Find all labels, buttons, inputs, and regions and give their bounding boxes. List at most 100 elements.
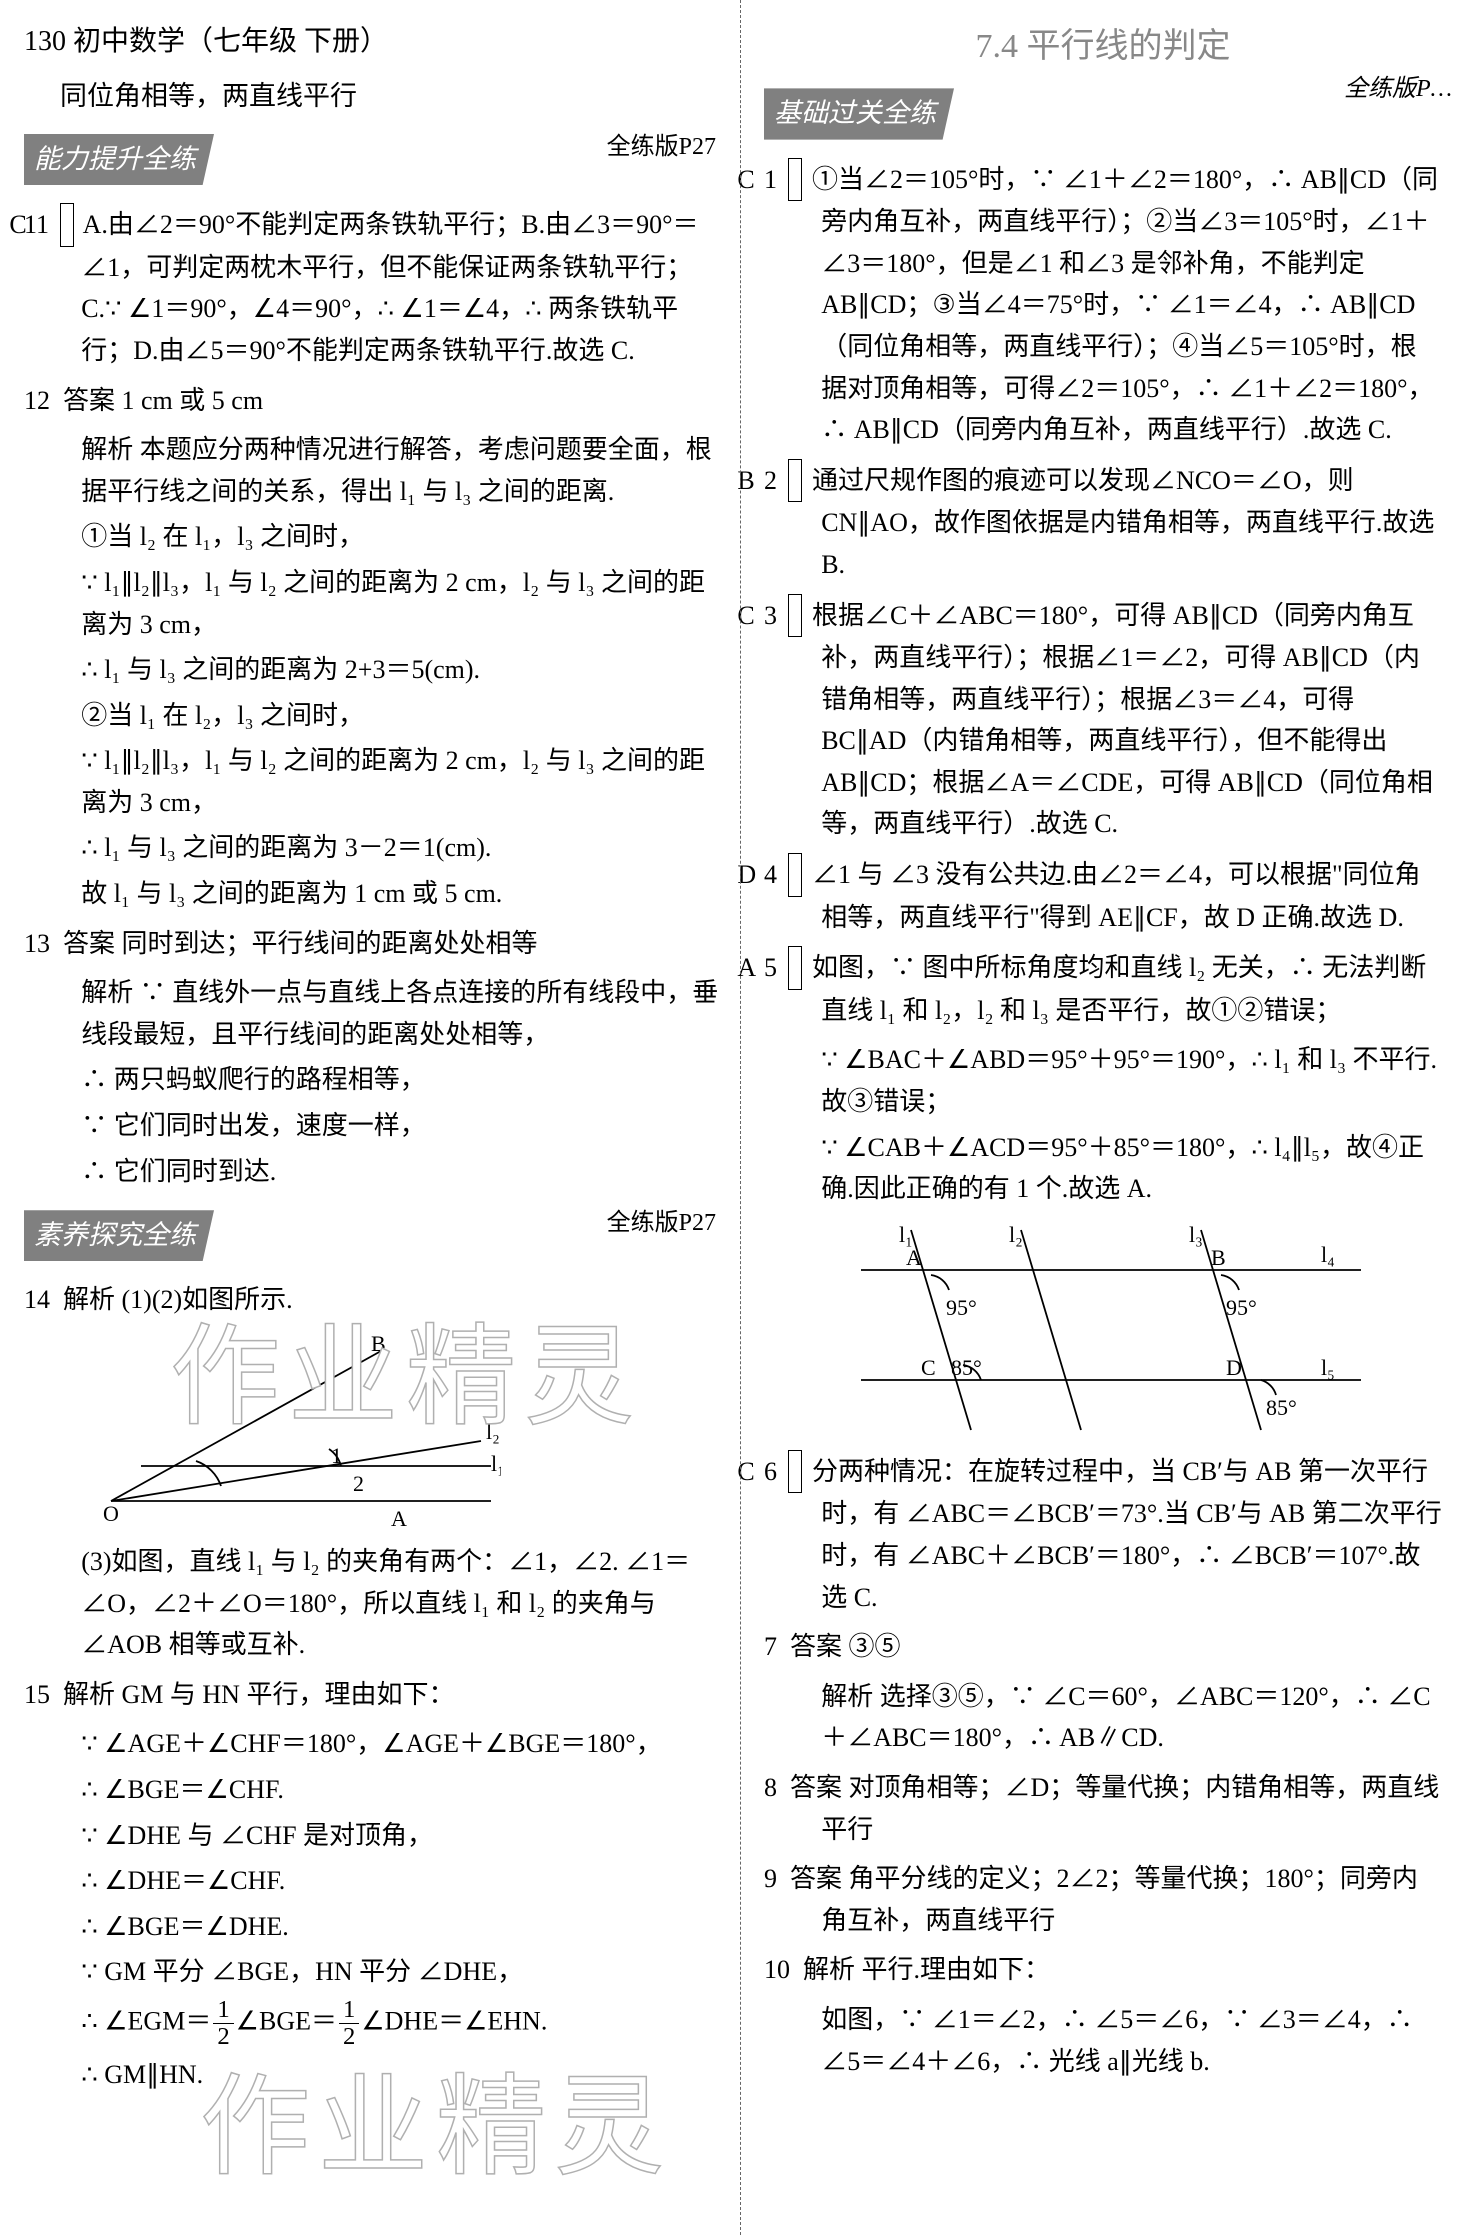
q11-num: 11 [24,210,49,239]
r-q8-ans-label: 答案 [790,1773,842,1802]
q15-label: 解析 [63,1680,115,1709]
r-q5-num: 5 [764,953,777,982]
diag14-B: B [371,1331,386,1356]
subtitle: 同位角相等，两直线平行 [60,75,722,118]
r-q7-e: 选择③⑤，∵ ∠C＝60°，∠ABC＝120°，∴ ∠C＋∠ABC＝180°，∴… [821,1682,1430,1753]
q15-8: ∴ GM∥HN. [81,2054,722,2096]
frac-half-2: 12 [339,1997,359,2050]
q15-7a: ∴ ∠EGM＝ [81,2006,211,2035]
r-q10-1: 如图，∵ ∠1＝∠2，∴ ∠5＝∠6，∵ ∠3＝∠4，∴ ∠5＝∠4＋∠6，∴ … [821,1999,1442,2082]
r-q5-box: A [788,946,802,990]
r-q5-p1: ∵ ∠BAC＋∠ABD＝95°＋95°＝190°，∴ l₁ 和 l₃ 不平行.故… [821,1039,1442,1122]
diag14-l1: l₁ [491,1451,501,1476]
r-q9-ans-label: 答案 [790,1864,842,1893]
q13-e4: ∴ 它们同时到达. [81,1151,722,1193]
d5-C: C [921,1355,936,1380]
d5-B: B [1211,1245,1226,1270]
q12-exp-label: 解析 [81,435,133,464]
right-column: 7.4 平行线的判定 全练版P… 基础过关全练 1 C ①当∠2＝105°时，∵… [740,0,1460,2235]
q15-7c: ∠DHE＝∠EHN. [361,2006,547,2035]
r-q2-num: 2 [764,466,777,495]
r-q2-box: B [788,459,802,503]
q12: 12 答案 1 cm 或 5 cm [24,380,722,422]
diag14-a2: 2 [353,1471,364,1496]
diag14-a1: 1 [331,1443,342,1468]
r-q7-exp: 解析 选择③⑤，∵ ∠C＝60°，∠ABC＝120°，∴ ∠C＋∠ABC＝180… [821,1676,1442,1759]
r-q9-ans: 角平分线的定义；2∠2；等量代换；180°；同旁内角互补，两直线平行 [821,1864,1418,1935]
q12-p4: ②当 l₁ 在 l₂，l₃ 之间时， [81,695,722,737]
r-q1-box: C [788,158,802,202]
q12-p3: ∴ l₁ 与 l₃ 之间的距离为 2+3＝5(cm). [81,649,722,691]
r-q9-num: 9 [764,1864,777,1893]
diag14-A: A [391,1506,407,1531]
q14-label: 解析 [63,1285,115,1314]
d5-95a: 95° [946,1295,977,1320]
column-divider [740,0,741,2235]
section-row-1: 全练版P27 能力提升全练 [24,128,722,195]
section-literacy: 素养探究全练 [24,1210,214,1261]
q13-ans: 同时到达；平行线间的距离处处相等 [115,929,538,958]
q15-3: ∵ ∠DHE 与 ∠CHF 是对顶角， [81,1815,722,1857]
r-q5-text: 如图，∵ 图中所标角度均和直线 l₂ 无关，∴ 无法判断直线 l₁ 和 l₂，l… [806,953,1427,1025]
r-q8: 8 答案 对顶角相等；∠D；等量代换；内错角相等，两直线平行 [764,1767,1442,1850]
r-q7: 7 答案 ③⑤ [764,1626,1442,1668]
q15-6: ∵ GM 平分 ∠BGE，HN 平分 ∠DHE， [81,1951,722,1993]
d5-l5: l₅ [1321,1355,1335,1380]
q12-p7: 故 l₁ 与 l₃ 之间的距离为 1 cm 或 5 cm. [81,873,722,915]
r-q1: 1 C ①当∠2＝105°时，∵ ∠1＋∠2＝180°，∴ AB∥CD（同旁内角… [764,158,1442,451]
q15-7b: ∠BGE＝ [236,2006,337,2035]
d5-l2: l₂ [1009,1222,1023,1247]
q15-t: GM 与 HN 平行，理由如下： [115,1680,454,1709]
diag14-l2: l₂ [486,1419,500,1444]
q11-text: A.由∠2＝90°不能判定两条铁轨平行；B.由∠3＝90°＝∠1，可判定两枕木平… [78,210,699,365]
left-column: 130 初中数学（七年级 下册） 同位角相等，两直线平行 全练版P27 能力提升… [0,0,740,2235]
r-q5: 5 A 如图，∵ 图中所标角度均和直线 l₂ 无关，∴ 无法判断直线 l₁ 和 … [764,946,1442,1031]
q13-e2: ∴ 两只蚂蚁爬行的路程相等， [81,1059,722,1101]
r-q2-text: 通过尺规作图的痕迹可以发现∠NCO＝∠O，则 CN∥AO，故作图依据是内错角相等… [806,466,1435,579]
r-q10-label: 解析 [803,1955,855,1984]
r-q3: 3 C 根据∠C＋∠ABC＝180°，可得 AB∥CD（同旁内角互补，两直线平行… [764,594,1442,846]
q15-1: ∵ ∠AGE＋∠CHF＝180°，∠AGE＋∠BGE＝180°， [81,1723,722,1765]
r-q9: 9 答案 角平分线的定义；2∠2；等量代换；180°；同旁内角互补，两直线平行 [764,1858,1442,1941]
d5-l3: l₃ [1189,1222,1203,1247]
q13-exp: 解析 ∵ 直线外一点与直线上各点连接的所有线段中，垂线段最短，且平行线间的距离处… [81,972,722,1055]
r-q4: 4 D ∠1 与 ∠3 没有公共边.由∠2＝∠4，可以根据"同位角相等，两直线平… [764,853,1442,938]
d5-85b: 85° [1266,1395,1297,1420]
q11: 11 C A.由∠2＝90°不能判定两条铁轨平行；B.由∠3＝90°＝∠1，可判… [24,203,722,371]
r-q7-exp-label: 解析 [821,1682,873,1711]
r-q6: 6 C 分两种情况：在旋转过程中，当 CB′与 AB 第一次平行时，有 ∠ABC… [764,1450,1442,1618]
d5-l4: l₄ [1321,1242,1335,1267]
r-q10-num: 10 [764,1955,790,1984]
r-q1-num: 1 [764,165,777,194]
r-q10: 10 解析 平行.理由如下： [764,1949,1442,1991]
q15-5: ∴ ∠BGE＝∠DHE. [81,1906,722,1948]
page-ref-1: 全练版P27 [607,128,716,166]
q13-e3: ∵ 它们同时出发，速度一样， [81,1105,722,1147]
q13-ans-label: 答案 [63,929,115,958]
r-q4-text: ∠1 与 ∠3 没有公共边.由∠2＝∠4，可以根据"同位角相等，两直线平行"得到… [806,860,1421,932]
right-top-fade: 7.4 平行线的判定 [764,20,1442,74]
q12-ans: 1 cm 或 5 cm [115,386,263,415]
q14-p3: (3)如图，直线 l₁ 与 l₂ 的夹角有两个：∠1，∠2. ∠1＝∠O，∠2＋… [81,1541,722,1666]
q15-num: 15 [24,1680,50,1709]
q12-p6: ∴ l₁ 与 l₃ 之间的距离为 3－2＝1(cm). [81,827,722,869]
q15-7: ∴ ∠EGM＝12∠BGE＝12∠DHE＝∠EHN. [81,1997,722,2050]
r-q10-t: 平行.理由如下： [855,1955,1050,1984]
r-q7-ans-label: 答案 [790,1632,842,1661]
q12-p5: ∵ l₁∥l₂∥l₃，l₁ 与 l₂ 之间的距离为 2 cm，l₂ 与 l₃ 之… [81,740,722,823]
q5-diagram: l₁ l₂ l₃ l₄ l₅ A B C D 95° 95° 85° 85° [821,1220,1442,1440]
d5-D: D [1226,1355,1242,1380]
r-q8-num: 8 [764,1773,777,1802]
r-q7-num: 7 [764,1632,777,1661]
r-q5-p2: ∵ ∠CAB＋∠ACD＝95°＋85°＝180°，∴ l₄∥l₅，故④正确.因此… [821,1127,1442,1210]
diag14-O: O [103,1501,119,1526]
r-q6-box: C [788,1450,802,1494]
q12-exp: 解析 本题应分两种情况进行解答，考虑问题要全面，根据平行线之间的关系，得出 l₁… [81,429,722,512]
q15: 15 解析 GM 与 HN 平行，理由如下： [24,1674,722,1716]
r-q2: 2 B 通过尺规作图的痕迹可以发现∠NCO＝∠O，则 CN∥AO，故作图依据是内… [764,459,1442,586]
frac-half-1: 12 [213,1997,233,2050]
q12-exp-text: 本题应分两种情况进行解答，考虑问题要全面，根据平行线之间的关系，得出 l₁ 与 … [81,435,712,506]
r-q3-text: 根据∠C＋∠ABC＝180°，可得 AB∥CD（同旁内角互补，两直线平行）；根据… [806,601,1433,839]
d5-85a: 85° [951,1355,982,1380]
q13-exp-label: 解析 [81,978,133,1007]
